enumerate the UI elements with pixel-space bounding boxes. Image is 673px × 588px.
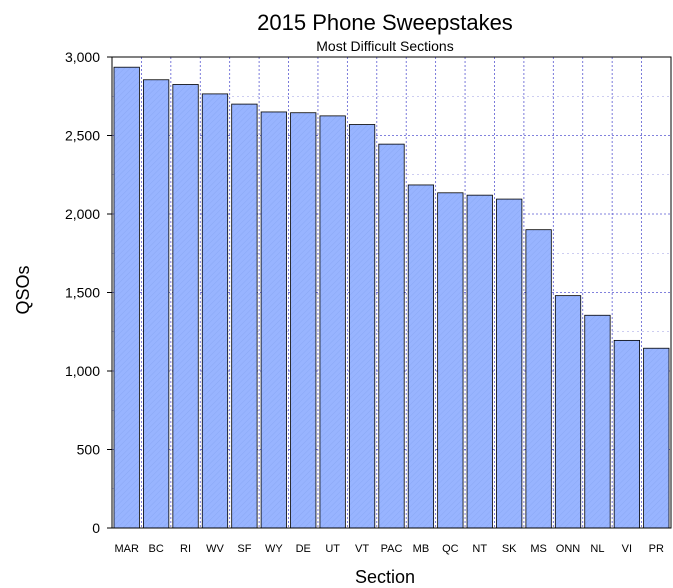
bar-ut (319, 115, 346, 529)
bar-nl (584, 314, 611, 529)
bar-vt (348, 124, 376, 529)
x-tick-label-nl: NL (590, 543, 604, 555)
x-tick-label-onn: ONN (556, 543, 581, 555)
x-tick-label-de: DE (296, 543, 311, 555)
x-axis-label: Section (355, 567, 415, 587)
x-tick-label-nt: NT (472, 543, 487, 555)
y-tick-label: 2,500 (65, 128, 100, 144)
bars (113, 66, 670, 529)
y-tick-label: 2,000 (65, 206, 100, 222)
x-axis-ticks: MAR BC RI WV SF WY DE UT VT PAC MB QC NT SK MS ONN NL VI P… (114, 543, 664, 555)
x-tick-label-mar: MAR (114, 543, 139, 555)
x-tick-label-wv: WV (206, 543, 224, 555)
y-tick-label: 500 (77, 442, 101, 458)
bar-sk (496, 198, 523, 529)
bar-qc (437, 192, 464, 529)
bar-pac (378, 143, 405, 529)
x-tick-label-mb: MB (413, 543, 430, 555)
bar-mb (407, 184, 435, 529)
chart-subtitle: Most Difficult Sections (316, 38, 453, 54)
bar-wy (260, 111, 287, 529)
y-tick-label: 0 (92, 520, 100, 536)
x-tick-label-qc: QC (442, 543, 459, 555)
bar-nt (466, 194, 493, 529)
bar-ri (172, 84, 199, 529)
x-tick-label-vi: VI (622, 543, 632, 555)
bar-bc (143, 79, 170, 529)
bar-ms (525, 229, 552, 529)
x-tick-label-vt: VT (355, 543, 369, 555)
x-tick-label-wy: WY (265, 543, 283, 555)
x-tick-label-ut: UT (325, 543, 340, 555)
bar-sf (231, 103, 258, 529)
x-tick-label-pac: PAC (381, 543, 403, 555)
bar-wv (201, 93, 229, 529)
bar-de (290, 112, 317, 529)
bar-mar (113, 66, 140, 529)
chart-title: 2015 Phone Sweepstakes (257, 10, 513, 35)
y-tick-label: 3,000 (65, 49, 100, 65)
bar-onn (554, 295, 582, 529)
x-tick-label-pr: PR (649, 543, 664, 555)
x-tick-label-ms: MS (530, 543, 547, 555)
x-tick-label-sk: SK (502, 543, 517, 555)
x-tick-label-bc: BC (148, 543, 163, 555)
x-tick-label-ri: RI (180, 543, 191, 555)
y-tick-label: 1,000 (65, 363, 100, 379)
y-axis-ticks: 0 500 1,000 1,500 2,000 2,500 3,000 (65, 49, 112, 536)
bar-vi (613, 339, 640, 529)
x-tick-label-sf: SF (237, 543, 251, 555)
bar-pr (643, 347, 670, 529)
y-tick-label: 1,500 (65, 285, 100, 301)
y-axis-label: QSOs (13, 265, 33, 314)
